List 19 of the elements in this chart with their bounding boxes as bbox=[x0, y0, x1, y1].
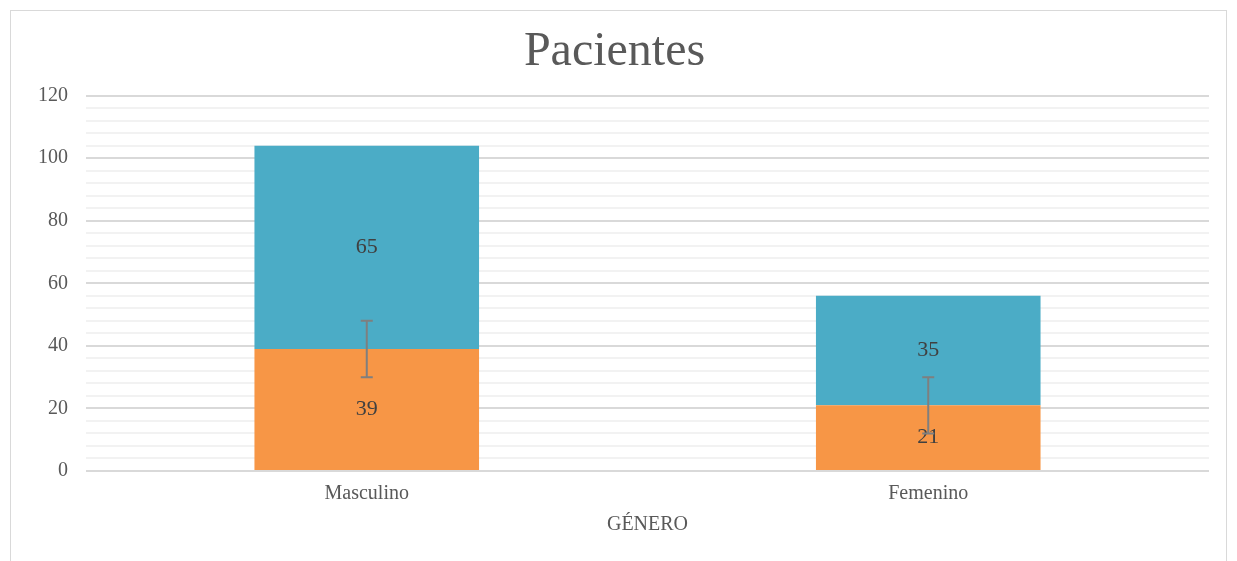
y-tick-label: 100 bbox=[38, 145, 68, 168]
bar bbox=[815, 405, 1041, 470]
data-label: 21 bbox=[917, 423, 940, 449]
bar bbox=[254, 145, 480, 349]
data-label: 39 bbox=[355, 395, 378, 421]
x-axis-title: GÉNERO bbox=[606, 512, 689, 535]
y-tick-label: 80 bbox=[48, 207, 68, 230]
x-tick-label: Femenino bbox=[888, 481, 969, 504]
x-tick-label: Masculino bbox=[324, 481, 409, 504]
y-tick-label: 120 bbox=[38, 82, 68, 105]
y-tick-label: 40 bbox=[48, 333, 68, 356]
y-tick-label: 60 bbox=[48, 270, 68, 293]
y-tick-label: 20 bbox=[48, 395, 68, 418]
data-label: 35 bbox=[917, 336, 940, 362]
data-label: 65 bbox=[355, 233, 378, 259]
bar bbox=[815, 295, 1041, 406]
chart-title: Pacientes bbox=[523, 22, 706, 76]
y-tick-label: 0 bbox=[58, 458, 68, 481]
bar bbox=[254, 349, 480, 470]
